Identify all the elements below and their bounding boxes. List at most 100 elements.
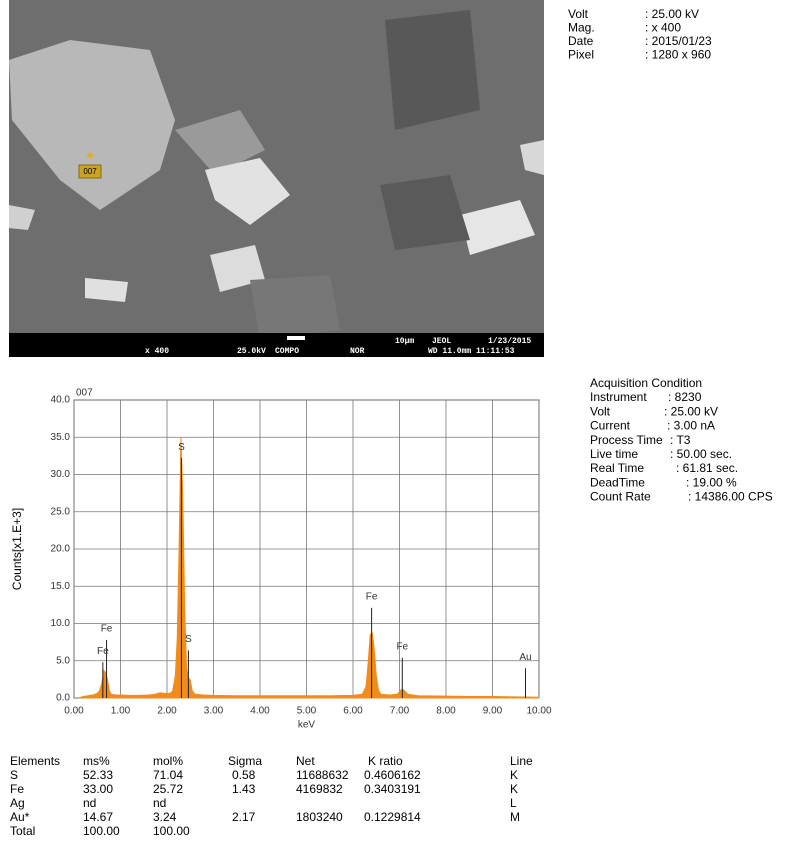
table-cell: 1.43 [232, 782, 256, 796]
x-tick-label: 3.00 [204, 706, 224, 717]
x-tick-label: 9.00 [483, 706, 503, 717]
peak-label: Fe [366, 591, 378, 602]
x-tick-label: 0.00 [64, 706, 84, 717]
table-cell: 100.00 [153, 824, 190, 838]
y-axis-label: Counts[x1.E+3] [10, 508, 24, 590]
acq-value: : 61.81 sec. [676, 461, 738, 475]
y-tick-label: 15.0 [51, 581, 71, 592]
meta-value: : x 400 [645, 21, 681, 35]
table-cell: nd [83, 796, 96, 810]
table-cell: 1803240 [296, 810, 343, 824]
bar-text: 25.0kV [237, 347, 266, 356]
meta-label: Pixel [568, 48, 594, 62]
chart-title: 007 [76, 388, 93, 399]
table-cell: 0.58 [232, 768, 256, 782]
y-tick-label: 35.0 [51, 432, 71, 443]
x-tick-label: 5.00 [297, 706, 317, 717]
table-header: K ratio [368, 754, 403, 768]
bar-text: NOR [350, 347, 365, 356]
bar-text: JEOL [432, 337, 451, 346]
table-cell: L [510, 796, 517, 810]
table-header: Elements [10, 754, 60, 768]
peak-label: S [178, 442, 185, 453]
acq-label: Current [590, 419, 631, 433]
table-cell: 33.00 [83, 782, 113, 796]
table-cell: Au* [10, 810, 30, 824]
peak-label: Fe [396, 641, 408, 652]
y-tick-label: 10.0 [51, 618, 71, 629]
table-cell: 100.00 [83, 824, 120, 838]
table-cell: 25.72 [153, 782, 183, 796]
acq-value: : 14386.00 CPS [688, 490, 773, 504]
y-tick-label: 0.0 [56, 693, 70, 704]
meta-label: Mag. [568, 21, 595, 35]
acq-label: Live time [590, 447, 638, 461]
image-marker: 007 [83, 167, 97, 176]
table-header: Sigma [228, 754, 262, 768]
acq-label: Real Time [590, 461, 644, 475]
x-tick-label: 4.00 [250, 706, 270, 717]
peak-label: Fe [101, 624, 113, 635]
table-cell: 0.4606162 [364, 768, 421, 782]
marker-cross: ✦ [84, 148, 96, 164]
meta-value: : 2015/01/23 [645, 34, 712, 48]
y-tick-label: 5.0 [56, 655, 70, 666]
report: 007 ✦ x 400 25.0kV COMPO NOR WD 11.0mm 1… [0, 0, 809, 848]
table-cell: 52.33 [83, 768, 113, 782]
x-tick-label: 7.00 [390, 706, 410, 717]
results-table: Elements ms% mol% Sigma Net K ratio Line S 52.33… [10, 754, 533, 838]
peak-label: S [185, 634, 192, 645]
acq-value: : 8230 [668, 390, 702, 404]
spectrum-area [79, 437, 539, 698]
acq-label: Count Rate [590, 490, 651, 504]
bar-text: x 400 [145, 347, 169, 356]
meta-value: : 1280 x 960 [645, 48, 711, 62]
meta-label: Date [568, 34, 594, 48]
table-cell: K [510, 782, 518, 796]
y-tick-label: 25.0 [51, 506, 71, 517]
table-cell: S [10, 768, 18, 782]
acq-value: : 19.00 % [686, 475, 737, 489]
x-tick-label: 1.00 [111, 706, 131, 717]
acq-label: Process Time [590, 433, 663, 447]
x-tick-label: 10.00 [526, 706, 551, 717]
table-cell: 14.67 [83, 810, 113, 824]
acq-value: : 3.00 nA [667, 419, 715, 433]
x-tick-label: 2.00 [157, 706, 177, 717]
table-header: Net [296, 754, 315, 768]
table-cell: 4169832 [296, 782, 343, 796]
table-header: Line [510, 754, 533, 768]
peak-label: Fe [97, 646, 109, 657]
table-cell: 3.24 [153, 810, 177, 824]
meta-label: Volt [568, 7, 589, 21]
table-cell: 11688632 [296, 768, 349, 782]
table-cell: nd [153, 796, 166, 810]
acq-label: DeadTime [590, 475, 645, 489]
acq-label: Volt [590, 404, 611, 418]
peak-label: Au [519, 652, 531, 663]
table-header: mol% [153, 754, 183, 768]
acq-value: : 50.00 sec. [670, 447, 732, 461]
acq-title: Acquisition Condition [590, 376, 702, 390]
y-tick-label: 40.0 [51, 395, 71, 406]
page: 007 ✦ x 400 25.0kV COMPO NOR WD 11.0mm 1… [0, 0, 809, 848]
table-cell: 0.3403191 [364, 782, 421, 796]
table-header: ms% [83, 754, 110, 768]
sem-image: 007 ✦ x 400 25.0kV COMPO NOR WD 11.0mm 1… [9, 0, 544, 357]
acq-value: : T3 [670, 433, 691, 447]
table-cell: K [510, 768, 518, 782]
x-axis-label: keV [298, 720, 316, 731]
acq-value: : 25.00 kV [664, 404, 718, 418]
acq-label: Instrument [590, 390, 647, 404]
table-cell: Fe [10, 782, 24, 796]
table-cell: M [510, 810, 520, 824]
bar-text: WD 11.0mm 11:11:53 [428, 347, 515, 356]
acquisition: Instrument : 8230 Volt : 25.00 kV Current : 3… [590, 390, 773, 503]
table-cell: Ag [10, 796, 25, 810]
image-info-bar: x 400 25.0kV COMPO NOR WD 11.0mm 11:11:5… [9, 333, 544, 357]
x-tick-label: 8.00 [436, 706, 456, 717]
y-tick-label: 20.0 [51, 544, 71, 555]
bar-text: COMPO [275, 347, 299, 356]
